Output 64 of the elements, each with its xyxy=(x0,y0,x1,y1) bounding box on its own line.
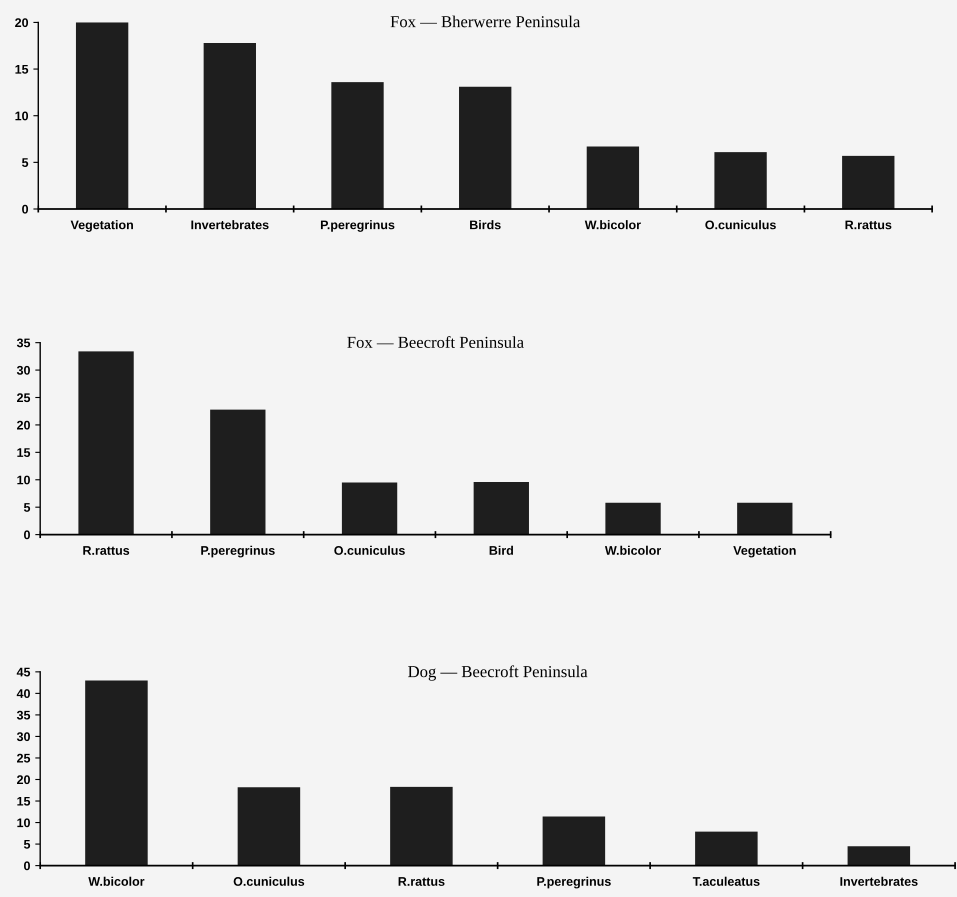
y-tick-label: 10 xyxy=(17,818,30,828)
y-tick-label: 35 xyxy=(16,710,30,720)
bar xyxy=(238,787,300,866)
y-tick-label: 45 xyxy=(16,668,30,677)
y-tick-label: 15 xyxy=(17,796,30,806)
bar xyxy=(85,680,148,866)
y-tick-label: 30 xyxy=(16,732,30,742)
bar xyxy=(474,482,529,535)
x-tick-label: R.rattus xyxy=(398,877,444,886)
y-tick-label: 5 xyxy=(22,158,28,168)
y-tick-label: 20 xyxy=(15,18,28,28)
x-tick-label: T.aculeatus xyxy=(692,876,760,886)
x-tick-label: P.peregrinus xyxy=(537,876,611,888)
x-tick-label: O.cuniculus xyxy=(334,546,405,555)
x-tick-label: W.bicolor xyxy=(584,220,641,230)
y-tick-label: 10 xyxy=(17,476,30,484)
bar xyxy=(390,786,453,866)
bar xyxy=(737,502,792,535)
bar xyxy=(342,482,398,535)
y-tick-label: 25 xyxy=(17,754,30,763)
y-tick-label: 0 xyxy=(24,530,30,540)
x-tick-label: Invertebrates xyxy=(840,876,918,886)
y-tick-label: 20 xyxy=(17,420,30,430)
y-tick-label: 20 xyxy=(17,775,30,784)
y-tick-label: 40 xyxy=(16,689,30,698)
x-tick-label: W.bicolor xyxy=(604,546,661,555)
bar xyxy=(605,502,661,535)
x-tick-label: Vegetation xyxy=(733,546,796,558)
x-tick-label: O.cuniculus xyxy=(234,876,304,886)
x-tick-label: Invertebrates xyxy=(191,220,269,230)
y-tick-label: 15 xyxy=(15,65,28,74)
bar xyxy=(204,42,256,209)
bar xyxy=(542,816,606,866)
bar xyxy=(695,832,758,866)
x-tick-label: Bird xyxy=(490,546,513,555)
x-tick-label: R.rattus xyxy=(83,546,130,555)
y-tick-label: 15 xyxy=(17,448,30,457)
chart-title: Fox — Beecroft Peninsula xyxy=(347,336,524,348)
bar xyxy=(848,846,910,866)
bar xyxy=(78,351,134,535)
bar xyxy=(714,152,767,209)
y-tick-label: 25 xyxy=(17,393,30,402)
y-tick-label: 0 xyxy=(24,861,30,870)
chart-title: Fox — Bherwerre Peninsula xyxy=(390,16,580,28)
x-tick-label: R.rattus xyxy=(845,220,892,230)
bar xyxy=(76,22,128,209)
y-tick-label: 35 xyxy=(16,338,30,348)
y-tick-label: 10 xyxy=(15,112,28,120)
y-tick-label: 5 xyxy=(24,840,30,849)
x-tick-label: P.peregrinus xyxy=(320,220,394,232)
x-tick-label: Vegetation xyxy=(70,220,133,232)
chart-title: Dog — Beecroft Peninsula xyxy=(408,665,588,681)
x-tick-label: O.cuniculus xyxy=(705,220,776,230)
x-tick-label: W.bicolor xyxy=(88,876,144,886)
x-tick-label: Birds xyxy=(470,220,501,230)
y-tick-label: 30 xyxy=(16,366,30,375)
y-tick-label: 0 xyxy=(22,204,28,214)
bar xyxy=(586,146,640,209)
bar xyxy=(210,410,266,535)
y-tick-label: 5 xyxy=(24,503,30,512)
x-tick-label: P.peregrinus xyxy=(201,546,275,558)
bar xyxy=(331,82,384,209)
bar xyxy=(459,86,512,209)
bar xyxy=(842,156,894,209)
